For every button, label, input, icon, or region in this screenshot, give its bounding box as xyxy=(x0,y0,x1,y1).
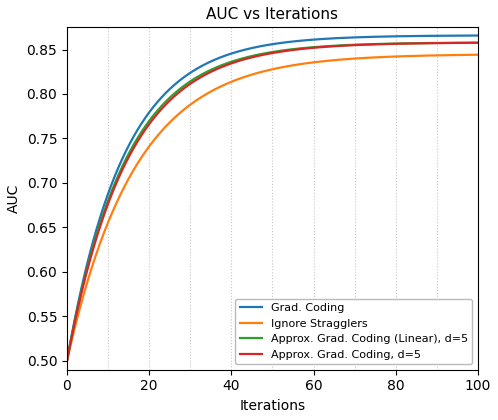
Approx. Grad. Coding, d=5 xyxy=(64,358,70,363)
Approx. Grad. Coding, d=5 xyxy=(245,56,251,61)
Grad. Coding xyxy=(245,47,251,52)
Ignore Stragglers xyxy=(384,54,390,59)
Approx. Grad. Coding (Linear), d=5 xyxy=(346,42,352,47)
Ignore Stragglers xyxy=(230,79,236,84)
Approx. Grad. Coding (Linear), d=5 xyxy=(475,40,481,45)
Grad. Coding xyxy=(64,358,70,363)
Line: Ignore Stragglers: Ignore Stragglers xyxy=(67,55,478,361)
Approx. Grad. Coding, d=5 xyxy=(230,60,236,65)
Approx. Grad. Coding, d=5 xyxy=(392,41,398,46)
Title: AUC vs Iterations: AUC vs Iterations xyxy=(206,7,339,22)
Ignore Stragglers xyxy=(106,218,112,223)
Y-axis label: AUC: AUC xyxy=(7,184,21,213)
Grad. Coding xyxy=(384,34,390,39)
Approx. Grad. Coding (Linear), d=5 xyxy=(392,41,398,46)
Grad. Coding xyxy=(475,33,481,38)
Approx. Grad. Coding, d=5 xyxy=(475,40,481,45)
Ignore Stragglers xyxy=(475,52,481,57)
Approx. Grad. Coding (Linear), d=5 xyxy=(64,358,70,363)
Approx. Grad. Coding, d=5 xyxy=(106,199,112,204)
Approx. Grad. Coding, d=5 xyxy=(346,43,352,48)
Ignore Stragglers xyxy=(245,74,251,79)
Approx. Grad. Coding, d=5 xyxy=(384,42,390,47)
Line: Grad. Coding: Grad. Coding xyxy=(67,36,478,361)
Approx. Grad. Coding (Linear), d=5 xyxy=(106,196,112,201)
Grad. Coding xyxy=(106,189,112,194)
Line: Approx. Grad. Coding, d=5: Approx. Grad. Coding, d=5 xyxy=(67,43,478,361)
Grad. Coding xyxy=(392,34,398,39)
Approx. Grad. Coding (Linear), d=5 xyxy=(230,59,236,64)
Legend: Grad. Coding, Ignore Stragglers, Approx. Grad. Coding (Linear), d=5, Approx. Gra: Grad. Coding, Ignore Stragglers, Approx.… xyxy=(235,299,472,364)
Grad. Coding xyxy=(230,50,236,55)
Line: Approx. Grad. Coding (Linear), d=5: Approx. Grad. Coding (Linear), d=5 xyxy=(67,43,478,361)
Ignore Stragglers xyxy=(392,54,398,59)
Ignore Stragglers xyxy=(346,56,352,61)
Approx. Grad. Coding (Linear), d=5 xyxy=(384,41,390,46)
X-axis label: Iterations: Iterations xyxy=(240,399,305,413)
Ignore Stragglers xyxy=(64,358,70,363)
Grad. Coding xyxy=(346,35,352,40)
Approx. Grad. Coding (Linear), d=5 xyxy=(245,55,251,60)
